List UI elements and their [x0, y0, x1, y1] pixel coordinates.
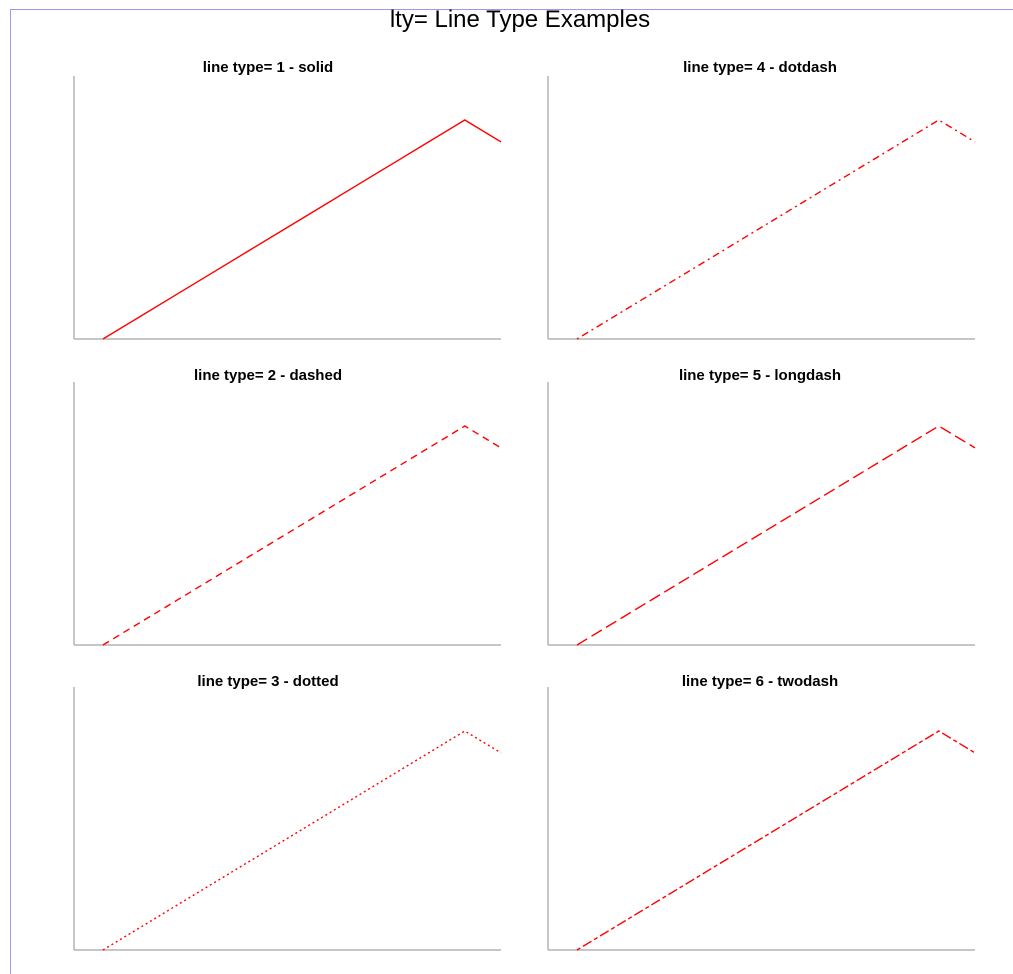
panel-title: line type= 4 - dotdash	[683, 59, 837, 76]
series-line-twodash	[576, 730, 976, 951]
series-line-solid	[102, 119, 502, 340]
panel-title: line type= 2 - dashed	[194, 367, 342, 384]
series-line-dashed	[102, 425, 502, 646]
panel-title: line type= 6 - twodash	[682, 673, 838, 690]
chart-panel: line type= 5 - longdash	[547, 367, 976, 646]
plot-frame	[10, 9, 1013, 974]
chart-panel: line type= 2 - dashed	[73, 367, 502, 646]
series-line-longdash	[576, 425, 976, 646]
panel-title: line type= 3 - dotted	[197, 673, 338, 690]
chart-panel: line type= 1 - solid	[73, 59, 502, 340]
chart-panel: line type= 4 - dotdash	[547, 59, 976, 340]
panel-title: line type= 1 - solid	[203, 59, 333, 76]
chart-panel: line type= 6 - twodash	[547, 673, 976, 951]
main-title: lty= Line Type Examples	[389, 6, 651, 33]
series-line-dotted	[102, 730, 502, 951]
chart-panel: line type= 3 - dotted	[73, 673, 502, 951]
series-line-dotdash	[576, 119, 976, 340]
panel-title: line type= 5 - longdash	[679, 367, 841, 384]
